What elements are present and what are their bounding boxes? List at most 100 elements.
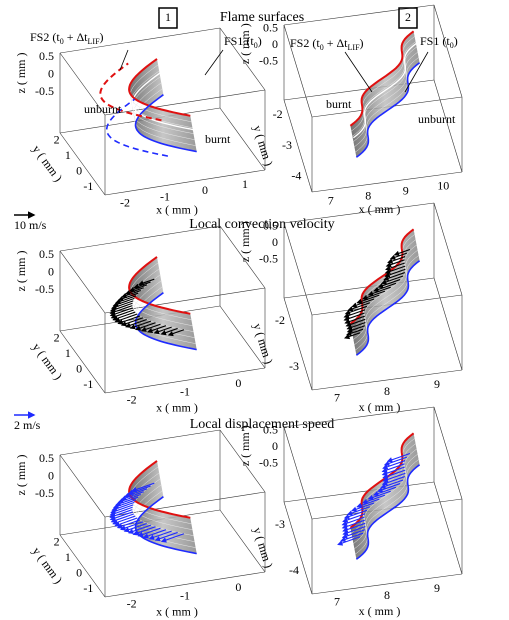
y-axis-label: y ( mm ) bbox=[30, 544, 66, 586]
box-edge bbox=[219, 107, 266, 171]
fs2-part: FS2 (t bbox=[290, 36, 320, 50]
x-tick-label: 1 bbox=[242, 177, 248, 191]
velocity-arrow bbox=[343, 309, 366, 319]
velocity-arrow bbox=[346, 325, 366, 333]
z-tick-label: 0.5 bbox=[39, 49, 54, 63]
z-axis-label: z ( mm ) bbox=[14, 53, 28, 94]
displacement-arrow bbox=[137, 527, 161, 538]
surface-line bbox=[353, 448, 417, 544]
fs1-part: FS1 (t bbox=[224, 34, 254, 48]
displacement-arrow bbox=[380, 479, 404, 489]
displacement-arrow bbox=[346, 506, 371, 516]
displacement-arrow bbox=[377, 483, 401, 493]
velocity-arrow bbox=[112, 297, 135, 307]
x-axis-label: x ( mm ) bbox=[156, 203, 198, 217]
x-tick-label: -2 bbox=[127, 393, 137, 407]
top-edge bbox=[128, 58, 191, 117]
x-tick-label: -1 bbox=[180, 588, 190, 602]
velocity-arrow bbox=[347, 302, 371, 312]
velocity-arrow bbox=[346, 328, 364, 336]
leader-line bbox=[404, 51, 429, 93]
fs2-part: 0 bbox=[60, 37, 64, 46]
scale-label: 10 m/s bbox=[14, 218, 47, 232]
z-tick-label: -0.5 bbox=[35, 282, 54, 296]
z-tick-label: -0.5 bbox=[259, 456, 278, 470]
box-edge bbox=[219, 27, 266, 91]
velocity-arrow bbox=[344, 332, 361, 340]
velocity-arrow bbox=[114, 295, 137, 304]
y-axis-label: y ( mm ) bbox=[30, 340, 66, 382]
velocity-arrow bbox=[385, 259, 405, 268]
fs1-part: ) bbox=[258, 34, 262, 48]
y-tick-label: -4 bbox=[289, 563, 299, 577]
displacement-arrow bbox=[123, 522, 147, 533]
box-edge bbox=[59, 534, 106, 598]
velocity-arrow bbox=[383, 272, 406, 281]
box-edge bbox=[311, 171, 463, 193]
fs2-part: ) bbox=[100, 30, 104, 44]
displacement-arrow bbox=[342, 522, 366, 533]
displacement-arrow bbox=[381, 476, 406, 486]
velocity-arrow bbox=[356, 294, 380, 304]
x-tick-label: 7 bbox=[334, 594, 340, 608]
scale-label: 2 m/s bbox=[14, 418, 41, 432]
y-tick-label: -2 bbox=[273, 107, 283, 121]
box-edge bbox=[283, 406, 435, 428]
y-axis-label: y ( mm ) bbox=[30, 142, 66, 184]
velocity-arrow bbox=[140, 323, 161, 332]
bottom-edge bbox=[355, 62, 421, 158]
displacement-arrow bbox=[382, 460, 406, 470]
velocity-arrow bbox=[384, 268, 406, 278]
z-axis-label: z ( mm ) bbox=[238, 221, 252, 262]
velocity-arrow bbox=[384, 265, 406, 275]
fs2-part: LIF bbox=[348, 43, 361, 52]
box-edge bbox=[59, 250, 106, 314]
x-tick-label: 10 bbox=[437, 178, 449, 192]
velocity-arrow bbox=[380, 275, 404, 285]
velocity-arrow bbox=[138, 278, 155, 286]
velocity-arrow bbox=[367, 286, 391, 297]
fs2-part: 0 bbox=[320, 43, 324, 52]
x-tick-label: -1 bbox=[160, 189, 170, 203]
displacement-arrow bbox=[381, 466, 405, 476]
displacement-arrow bbox=[382, 469, 406, 479]
box-edge bbox=[104, 491, 266, 518]
z-tick-label: -0.5 bbox=[259, 54, 278, 68]
z-tick-label: 0 bbox=[272, 37, 278, 51]
z-tick-label: -0.5 bbox=[35, 486, 54, 500]
box-edge bbox=[104, 169, 266, 196]
box-edge bbox=[219, 225, 266, 289]
velocity-arrow bbox=[114, 313, 138, 323]
displacement-arrow bbox=[115, 496, 139, 507]
box-edge bbox=[433, 481, 463, 575]
displacement-arrow bbox=[123, 488, 148, 498]
x-tick-label: 7 bbox=[334, 390, 340, 404]
displacement-arrow bbox=[113, 499, 137, 509]
region-label: unburnt bbox=[418, 112, 456, 126]
box-edge bbox=[59, 330, 106, 394]
displacement-arrow bbox=[341, 519, 365, 530]
y-tick-label: -3 bbox=[282, 138, 292, 152]
displacement-arrow bbox=[361, 494, 386, 504]
velocity-arrow bbox=[135, 322, 156, 331]
x-tick-label: 9 bbox=[434, 581, 440, 595]
z-tick-label: 0.5 bbox=[263, 21, 278, 35]
box-edge bbox=[433, 79, 463, 173]
y-tick-label: -1 bbox=[83, 179, 93, 193]
fs2-part: LIF bbox=[88, 37, 101, 46]
x-axis-label: x ( mm ) bbox=[156, 401, 198, 415]
fs2-part: + Δt bbox=[64, 30, 88, 44]
velocity-arrow bbox=[117, 315, 141, 325]
box-edge bbox=[283, 222, 313, 316]
displacement-arrow bbox=[114, 517, 138, 527]
z-axis-label: z ( mm ) bbox=[14, 455, 28, 496]
y-tick-label: 2 bbox=[54, 535, 60, 549]
z-tick-label: 0 bbox=[48, 264, 54, 278]
y-axis-label: y ( mm ) bbox=[250, 124, 276, 168]
box-edge bbox=[283, 202, 435, 224]
velocity-arrow bbox=[121, 289, 141, 299]
box-edge bbox=[104, 287, 266, 314]
velocity-arrow bbox=[160, 327, 178, 336]
y-tick-label: 1 bbox=[65, 346, 71, 360]
row-title: Flame surfaces bbox=[220, 10, 304, 25]
